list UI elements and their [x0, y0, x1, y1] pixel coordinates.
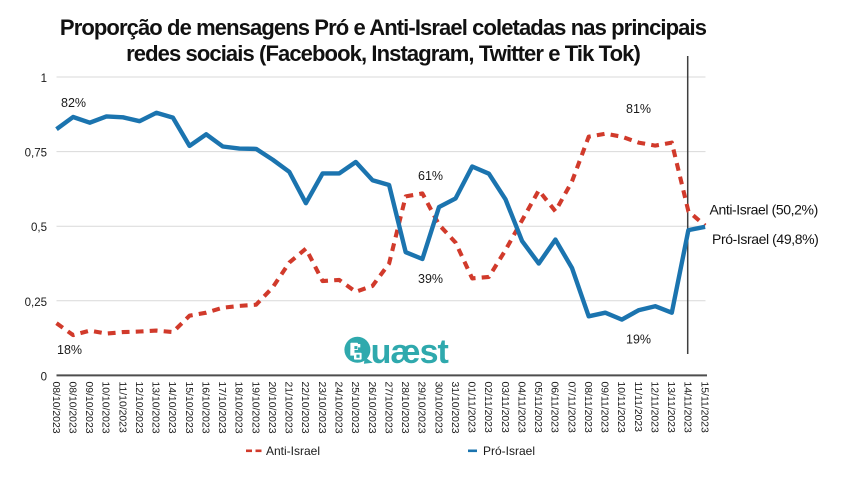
- svg-text:01/11/2023: 01/11/2023: [465, 382, 476, 433]
- svg-text:Anti-Israel (50,2%): Anti-Israel (50,2%): [710, 202, 818, 218]
- svg-text:09/10/2023: 09/10/2023: [83, 382, 94, 434]
- svg-text:10/11/2023: 10/11/2023: [615, 382, 626, 433]
- svg-text:09/11/2023: 09/11/2023: [599, 382, 610, 433]
- svg-text:27/10/2023: 27/10/2023: [382, 382, 393, 434]
- svg-text:20/10/2023: 20/10/2023: [266, 382, 277, 434]
- svg-text:08/11/2023: 08/11/2023: [582, 382, 593, 433]
- svg-text:06/11/2023: 06/11/2023: [549, 382, 560, 433]
- svg-text:0,75: 0,75: [25, 148, 47, 160]
- svg-text:18/10/2023: 18/10/2023: [233, 382, 244, 434]
- svg-text:07/11/2023: 07/11/2023: [565, 382, 576, 433]
- svg-text:28/10/2023: 28/10/2023: [399, 382, 410, 434]
- svg-text:61%: 61%: [418, 169, 443, 183]
- svg-text:19%: 19%: [626, 333, 651, 347]
- svg-text:30/10/2023: 30/10/2023: [432, 382, 443, 434]
- svg-text:04/11/2023: 04/11/2023: [515, 382, 526, 433]
- svg-text:23/10/2023: 23/10/2023: [316, 382, 327, 434]
- svg-text:0: 0: [41, 371, 47, 383]
- svg-text:25/10/2023: 25/10/2023: [349, 382, 360, 434]
- svg-text:18%: 18%: [57, 343, 82, 357]
- svg-text:08/10/2023: 08/10/2023: [66, 382, 77, 434]
- svg-text:15/10/2023: 15/10/2023: [183, 382, 194, 434]
- svg-text:13/10/2023: 13/10/2023: [150, 382, 161, 434]
- svg-text:0,5: 0,5: [31, 222, 47, 234]
- svg-text:02/11/2023: 02/11/2023: [482, 382, 493, 433]
- svg-text:19/10/2023: 19/10/2023: [249, 382, 260, 434]
- svg-text:08/10/2023: 08/10/2023: [50, 382, 61, 434]
- svg-text:12/10/2023: 12/10/2023: [133, 382, 144, 434]
- svg-text:21/10/2023: 21/10/2023: [283, 382, 294, 434]
- svg-text:39%: 39%: [418, 272, 443, 286]
- svg-text:Pró-Israel (49,8%): Pró-Israel (49,8%): [712, 231, 818, 247]
- svg-text:05/11/2023: 05/11/2023: [532, 382, 543, 433]
- svg-text:82%: 82%: [61, 96, 86, 110]
- svg-text:1: 1: [41, 73, 47, 85]
- svg-text:14/11/2023: 14/11/2023: [682, 382, 693, 433]
- svg-text:24/10/2023: 24/10/2023: [332, 382, 343, 434]
- svg-text:10/10/2023: 10/10/2023: [100, 382, 111, 434]
- svg-text:29/10/2023: 29/10/2023: [416, 382, 427, 434]
- svg-text:Pró-Israel: Pró-Israel: [483, 444, 535, 458]
- svg-text:12/11/2023: 12/11/2023: [648, 382, 659, 433]
- svg-text:22/10/2023: 22/10/2023: [299, 382, 310, 434]
- svg-text:26/10/2023: 26/10/2023: [366, 382, 377, 434]
- svg-text:0,25: 0,25: [25, 297, 47, 309]
- svg-text:31/10/2023: 31/10/2023: [449, 382, 460, 434]
- svg-text:11/11/2023: 11/11/2023: [632, 382, 643, 433]
- svg-text:11/10/2023: 11/10/2023: [116, 382, 127, 433]
- svg-text:17/10/2023: 17/10/2023: [216, 382, 227, 434]
- svg-text:14/10/2023: 14/10/2023: [166, 382, 177, 434]
- svg-text:13/11/2023: 13/11/2023: [665, 382, 676, 433]
- svg-text:81%: 81%: [626, 102, 651, 116]
- svg-text:uæst: uæst: [371, 333, 449, 371]
- svg-text:Anti-Israel: Anti-Israel: [266, 444, 320, 458]
- svg-text:16/10/2023: 16/10/2023: [199, 382, 210, 434]
- svg-text:15/11/2023: 15/11/2023: [698, 382, 709, 433]
- svg-text:03/11/2023: 03/11/2023: [499, 382, 510, 433]
